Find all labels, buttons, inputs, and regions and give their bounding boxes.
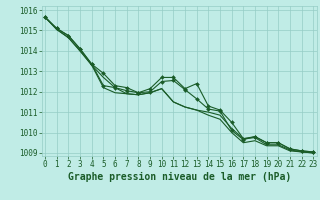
X-axis label: Graphe pression niveau de la mer (hPa): Graphe pression niveau de la mer (hPa) bbox=[68, 172, 291, 182]
